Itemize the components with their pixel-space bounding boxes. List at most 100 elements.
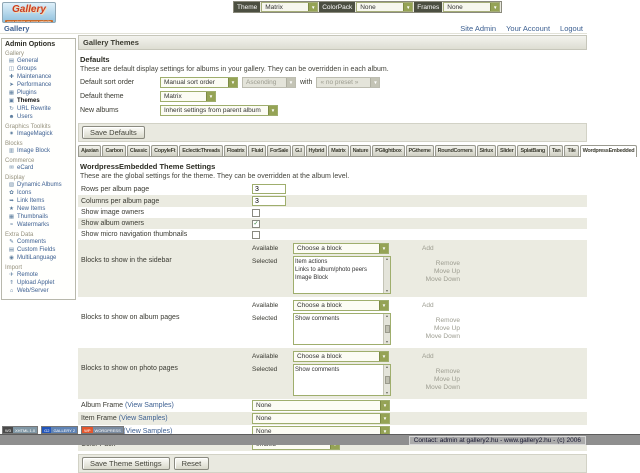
chevron-down-icon[interactable]: ▼ bbox=[206, 91, 215, 101]
sidebar-item-users[interactable]: ☻ Users bbox=[8, 113, 33, 121]
scroll-down-icon[interactable]: ▼ bbox=[385, 340, 389, 344]
sidebar-item-url-rewrite[interactable]: ↻ URL Rewrite bbox=[9, 105, 51, 113]
blocks-album-add[interactable]: Add bbox=[422, 302, 434, 309]
sidebar-item-link-items[interactable]: ➥ Link Items bbox=[9, 197, 45, 205]
chevron-down-icon[interactable]: ▼ bbox=[228, 77, 237, 87]
tab-pglightbox[interactable]: PGlightbox bbox=[372, 145, 405, 156]
blocks-sidebar-selected-list[interactable]: Item actions Links to album/photo peers … bbox=[293, 256, 391, 294]
chevron-down-icon[interactable]: ▼ bbox=[379, 352, 388, 361]
sidebar-item-upload-applet[interactable]: ⇑ Upload Applet bbox=[9, 279, 55, 287]
tab-copyleft[interactable]: CopyleFt bbox=[151, 145, 179, 156]
gallery-logo[interactable]: Gallery your photos on your website bbox=[2, 2, 56, 23]
scroll-thumb[interactable] bbox=[384, 376, 390, 384]
sidebar-item-plugins[interactable]: ▦ Plugins bbox=[8, 89, 37, 97]
list-item[interactable]: Image Block bbox=[295, 275, 329, 281]
sidebar-item-custom-fields[interactable]: ▤ Custom Fields bbox=[8, 246, 56, 254]
chevron-down-icon[interactable]: ▼ bbox=[403, 3, 413, 11]
sidebar-item-groups[interactable]: ◫ Groups bbox=[8, 65, 37, 73]
sidebar-item-maintenance[interactable]: ✚ Maintenance bbox=[9, 73, 52, 81]
show-micro-nav-checkbox[interactable] bbox=[252, 230, 260, 239]
chevron-down-icon[interactable]: ▼ bbox=[379, 301, 388, 310]
blocks-album-move-down[interactable]: Move Down bbox=[425, 333, 460, 340]
show-image-owners-checkbox[interactable] bbox=[252, 208, 260, 217]
blocks-album-selected-list[interactable]: Show comments ▲ ▼ bbox=[293, 313, 391, 345]
reset-button[interactable]: Reset bbox=[173, 457, 210, 470]
tab-fluid[interactable]: Fluid bbox=[248, 145, 267, 156]
sidebar-item-comments[interactable]: ✎ Comments bbox=[9, 238, 47, 246]
item-frame-view-samples-link[interactable]: (View Samples) bbox=[118, 415, 168, 422]
tab-eclecticthreads[interactable]: EclecticThreads bbox=[179, 145, 223, 156]
list-item[interactable]: Show comments bbox=[295, 316, 340, 322]
save-theme-settings-button[interactable]: Save Theme Settings bbox=[82, 457, 170, 470]
chevron-down-icon[interactable]: ▼ bbox=[308, 3, 318, 11]
list-item[interactable]: Item actions bbox=[295, 259, 328, 265]
scroll-up-icon[interactable]: ▲ bbox=[385, 365, 389, 369]
new-albums-select[interactable]: Inherit settings from parent album ▼ bbox=[160, 104, 278, 116]
blocks-sidebar-move-down[interactable]: Move Down bbox=[425, 276, 460, 283]
tab-slider[interactable]: Slider bbox=[496, 145, 517, 156]
tab-wordpressembedded[interactable]: WordpressEmbedded bbox=[579, 145, 638, 157]
chevron-down-icon[interactable]: ▼ bbox=[490, 3, 500, 11]
list-item[interactable]: Links to album/photo peers bbox=[295, 267, 368, 273]
sidebar-item-imagemagick[interactable]: ✷ ImageMagick bbox=[9, 130, 53, 138]
scrollbar[interactable]: ▲ ▼ bbox=[383, 365, 390, 395]
sidebar-item-watermarks[interactable]: ≈ Watermarks bbox=[9, 221, 50, 229]
colorpack-select[interactable]: None ▼ bbox=[356, 2, 414, 12]
xhtml-badge[interactable]: W3 XHTML 1.0 bbox=[2, 426, 39, 434]
blocks-album-available-select[interactable]: Choose a block ▼ bbox=[293, 300, 389, 311]
tab-roundcorners[interactable]: RoundCorners bbox=[434, 145, 476, 156]
sidebar-item-multilanguage[interactable]: ◉ MultiLanguage bbox=[9, 254, 57, 262]
blocks-photo-available-select[interactable]: Choose a block ▼ bbox=[293, 351, 389, 362]
tab-siriux[interactable]: Siriux bbox=[476, 145, 496, 156]
chevron-down-icon[interactable]: ▼ bbox=[379, 244, 388, 253]
blocks-sidebar-available-select[interactable]: Choose a block ▼ bbox=[293, 243, 389, 254]
cols-per-page-input[interactable] bbox=[252, 196, 286, 206]
blocks-photo-move-down[interactable]: Move Down bbox=[425, 384, 460, 391]
tab-splatbang[interactable]: SplatBang bbox=[517, 145, 548, 156]
tab-floatrix[interactable]: Floatrix bbox=[223, 145, 248, 156]
scroll-down-icon[interactable]: ▼ bbox=[385, 391, 389, 395]
blocks-photo-selected-list[interactable]: Show comments ▲ ▼ bbox=[293, 364, 391, 396]
blocks-photo-add[interactable]: Add bbox=[422, 353, 434, 360]
site-admin-link[interactable]: Site Admin bbox=[460, 24, 497, 33]
sidebar-item-new-items[interactable]: ★ New Items bbox=[9, 205, 46, 213]
wordpress-badge[interactable]: WP WORDPRESS bbox=[81, 426, 124, 434]
blocks-sidebar-add[interactable]: Add bbox=[422, 245, 434, 252]
breadcrumb[interactable]: Gallery bbox=[4, 24, 30, 33]
scroll-down-icon[interactable]: ▼ bbox=[385, 289, 389, 293]
blocks-photo-move-up[interactable]: Move Up bbox=[433, 376, 460, 383]
tab-forsale[interactable]: ForSale bbox=[267, 145, 292, 156]
chevron-down-icon[interactable]: ▼ bbox=[380, 414, 389, 423]
show-album-owners-checkbox[interactable]: ✓ bbox=[252, 219, 260, 228]
sidebar-item-dynamic-albums[interactable]: ▧ Dynamic Albums bbox=[8, 181, 62, 189]
sidebar-item-performance[interactable]: ➤ Performance bbox=[9, 81, 52, 89]
frames-select[interactable]: None ▼ bbox=[443, 2, 501, 12]
your-account-link[interactable]: Your Account bbox=[506, 24, 551, 33]
theme-select[interactable]: Matrix ▼ bbox=[261, 2, 319, 12]
sidebar-item-remote[interactable]: ✈ Remote bbox=[9, 271, 39, 279]
photo-frame-view-samples-link[interactable]: (View Samples) bbox=[123, 428, 173, 435]
tab-classic[interactable]: Classic bbox=[126, 145, 151, 156]
tab-carbon[interactable]: Carbon bbox=[102, 145, 126, 156]
sidebar-item-icons[interactable]: ✿ Icons bbox=[9, 189, 32, 197]
item-frame-select[interactable]: None ▼ bbox=[252, 413, 390, 424]
sidebar-item-web-server[interactable]: ⌂ Web/Server bbox=[9, 287, 49, 295]
save-defaults-button[interactable]: Save Defaults bbox=[82, 126, 145, 139]
logout-link[interactable]: Logout bbox=[560, 24, 583, 33]
list-item[interactable]: Show comments bbox=[295, 367, 340, 373]
scroll-up-icon[interactable]: ▲ bbox=[385, 314, 389, 318]
blocks-sidebar-remove[interactable]: Remove bbox=[435, 260, 460, 267]
tab-matrix[interactable]: Matrix bbox=[328, 145, 349, 156]
album-frame-view-samples-link[interactable]: (View Samples) bbox=[124, 402, 174, 409]
sidebar-item-general[interactable]: ▤ General bbox=[8, 57, 39, 65]
chevron-down-icon[interactable]: ▼ bbox=[380, 427, 389, 436]
scroll-up-icon[interactable]: ▲ bbox=[385, 257, 389, 261]
sidebar-item-ecard[interactable]: ✉ eCard bbox=[9, 164, 34, 172]
chevron-down-icon[interactable]: ▼ bbox=[380, 401, 389, 410]
tab-ajaxian[interactable]: Ajaxian bbox=[78, 145, 102, 156]
sidebar-item-thumbnails[interactable]: ▦ Thumbnails bbox=[8, 213, 49, 221]
tab-pgtheme[interactable]: PGtheme bbox=[405, 145, 434, 156]
sidebar-item-themes[interactable]: ▣ Themes bbox=[8, 97, 40, 105]
chevron-down-icon[interactable]: ▼ bbox=[268, 105, 277, 115]
blocks-sidebar-move-up[interactable]: Move Up bbox=[433, 268, 460, 275]
